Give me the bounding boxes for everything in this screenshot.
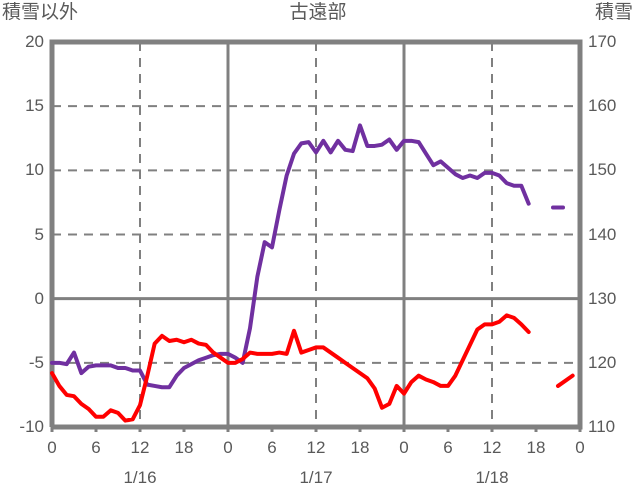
x-axis-tick: 6 [267, 438, 277, 457]
x-axis-tick: 12 [306, 438, 326, 457]
data-series-layer [50, 123, 575, 423]
x-axis-tick: 0 [47, 438, 57, 457]
x-axis-tick: 6 [443, 438, 453, 457]
x-axis-day-label: 1/17 [299, 468, 333, 487]
left-axis-tick: 5 [34, 224, 44, 244]
x-axis-tick: 18 [526, 438, 546, 457]
right-axis-tick: 160 [588, 96, 617, 116]
x-axis-tick: 18 [350, 438, 370, 457]
x-axis-day-label: 1/16 [123, 468, 157, 487]
isolated-other-segment [556, 373, 575, 388]
series-line-other [50, 313, 531, 423]
right-axis-tick: 140 [588, 224, 617, 244]
right-axis-tick: 150 [588, 160, 617, 180]
right-axis-tick: 120 [588, 352, 617, 372]
right-axis-tick: 130 [588, 288, 617, 308]
left-axis-title: 積雪以外 [2, 2, 79, 23]
right-axis-tick: 170 [588, 32, 617, 51]
x-axis-tick: 6 [91, 438, 101, 457]
x-axis-tick: 18 [174, 438, 194, 457]
x-axis-day-label: 1/18 [475, 468, 509, 487]
x-axis-tick: 0 [575, 438, 585, 457]
x-axis-tick: 0 [399, 438, 409, 457]
left-axis-tick: -5 [28, 352, 44, 372]
left-axis-tick: 10 [25, 160, 44, 180]
chart-title: 古遠部 [289, 2, 347, 23]
left-axis-tick: 15 [25, 96, 44, 116]
x-axis-tick: 12 [130, 438, 150, 457]
right-axis-tick: 110 [588, 417, 616, 436]
x-axis-tick: 0 [223, 438, 233, 457]
x-axis-tick: 12 [482, 438, 502, 457]
plot-frame [49, 39, 583, 432]
left-axis-tick: 0 [34, 288, 44, 308]
left-axis-tick: -10 [19, 417, 44, 436]
right-axis-title: 積雪 [594, 2, 633, 23]
series-line-snow [50, 123, 531, 390]
left-axis-tick: 20 [25, 32, 44, 51]
